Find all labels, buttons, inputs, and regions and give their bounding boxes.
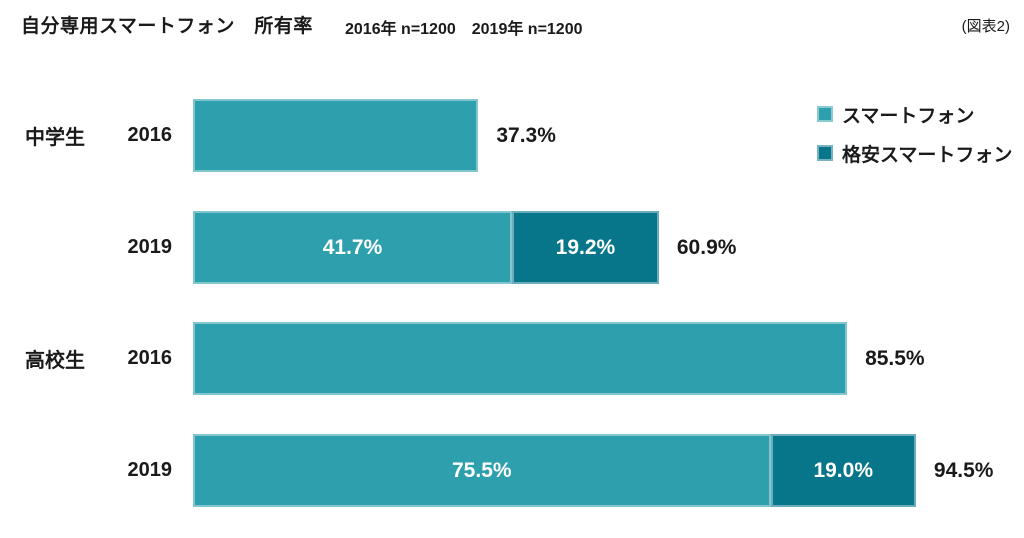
segment-value-label: 19.0% — [813, 458, 873, 482]
year-label: 2016 — [127, 124, 173, 146]
row-label: 中学生 2016 — [0, 99, 172, 172]
bar-row-chugakusei-2016: 中学生 2016 37.3% — [0, 99, 1024, 172]
bar-segment-smartphone: 41.7% — [193, 211, 512, 284]
legend-label: スマートフォン — [842, 105, 975, 127]
bar-segment-smartphone — [193, 322, 848, 395]
bar-row-kokosei-2019: 2019 75.5% 19.0% 94.5% — [0, 434, 1024, 507]
bar-segment-budget-smartphone: 19.0% — [770, 434, 916, 507]
bar-segment-smartphone — [193, 99, 479, 172]
total-value-label: 85.5% — [865, 346, 925, 370]
legend-item-budget-smartphone: 格安スマートフォン — [817, 141, 1013, 166]
bar-row-kokosei-2016: 高校生 2016 85.5% — [0, 322, 1024, 395]
year-label: 2019 — [127, 459, 173, 481]
segment-value-label: 19.2% — [555, 235, 616, 259]
page-title: 自分専用スマートフォン 所有率 — [21, 16, 313, 37]
year-label: 2016 — [127, 347, 173, 369]
total-value-label: 37.3% — [496, 123, 556, 147]
row-label: 2019 — [0, 434, 173, 507]
row-label: 高校生 2016 — [0, 322, 172, 395]
row-label: 2019 — [0, 211, 173, 284]
legend-swatch-budget-smartphone-icon — [817, 145, 833, 161]
bar-track: 75.5% 19.0% 94.5% — [193, 434, 993, 507]
legend-item-smartphone: スマートフォン — [817, 102, 1012, 127]
figure-reference: (図表2) — [961, 18, 1010, 35]
bar-segment-smartphone: 75.5% — [193, 434, 771, 507]
year-label: 2019 — [127, 236, 173, 258]
bar-row-chugakusei-2019: 2019 41.7% 19.2% 60.9% — [0, 211, 1024, 284]
bar-segment-budget-smartphone: 19.2% — [512, 211, 659, 284]
segment-value-label: 41.7% — [322, 235, 383, 259]
chart-legend: スマートフォン 格安スマートフォン — [817, 102, 1012, 180]
total-value-label: 94.5% — [933, 458, 994, 482]
segment-value-label: 75.5% — [452, 458, 512, 482]
bar-track: 41.7% 19.2% 60.9% — [193, 211, 958, 284]
legend-swatch-smartphone-icon — [817, 106, 833, 122]
sample-size-subtitle: 2016年 n=1200 2019年 n=1200 — [345, 21, 583, 38]
bar-track: 85.5% — [193, 322, 958, 395]
legend-label: 格安スマートフォン — [842, 144, 1013, 166]
bar-track: 37.3% — [193, 99, 958, 172]
total-value-label: 60.9% — [676, 235, 737, 259]
group-label: 高校生 — [25, 350, 85, 372]
group-label: 中学生 — [25, 127, 85, 149]
